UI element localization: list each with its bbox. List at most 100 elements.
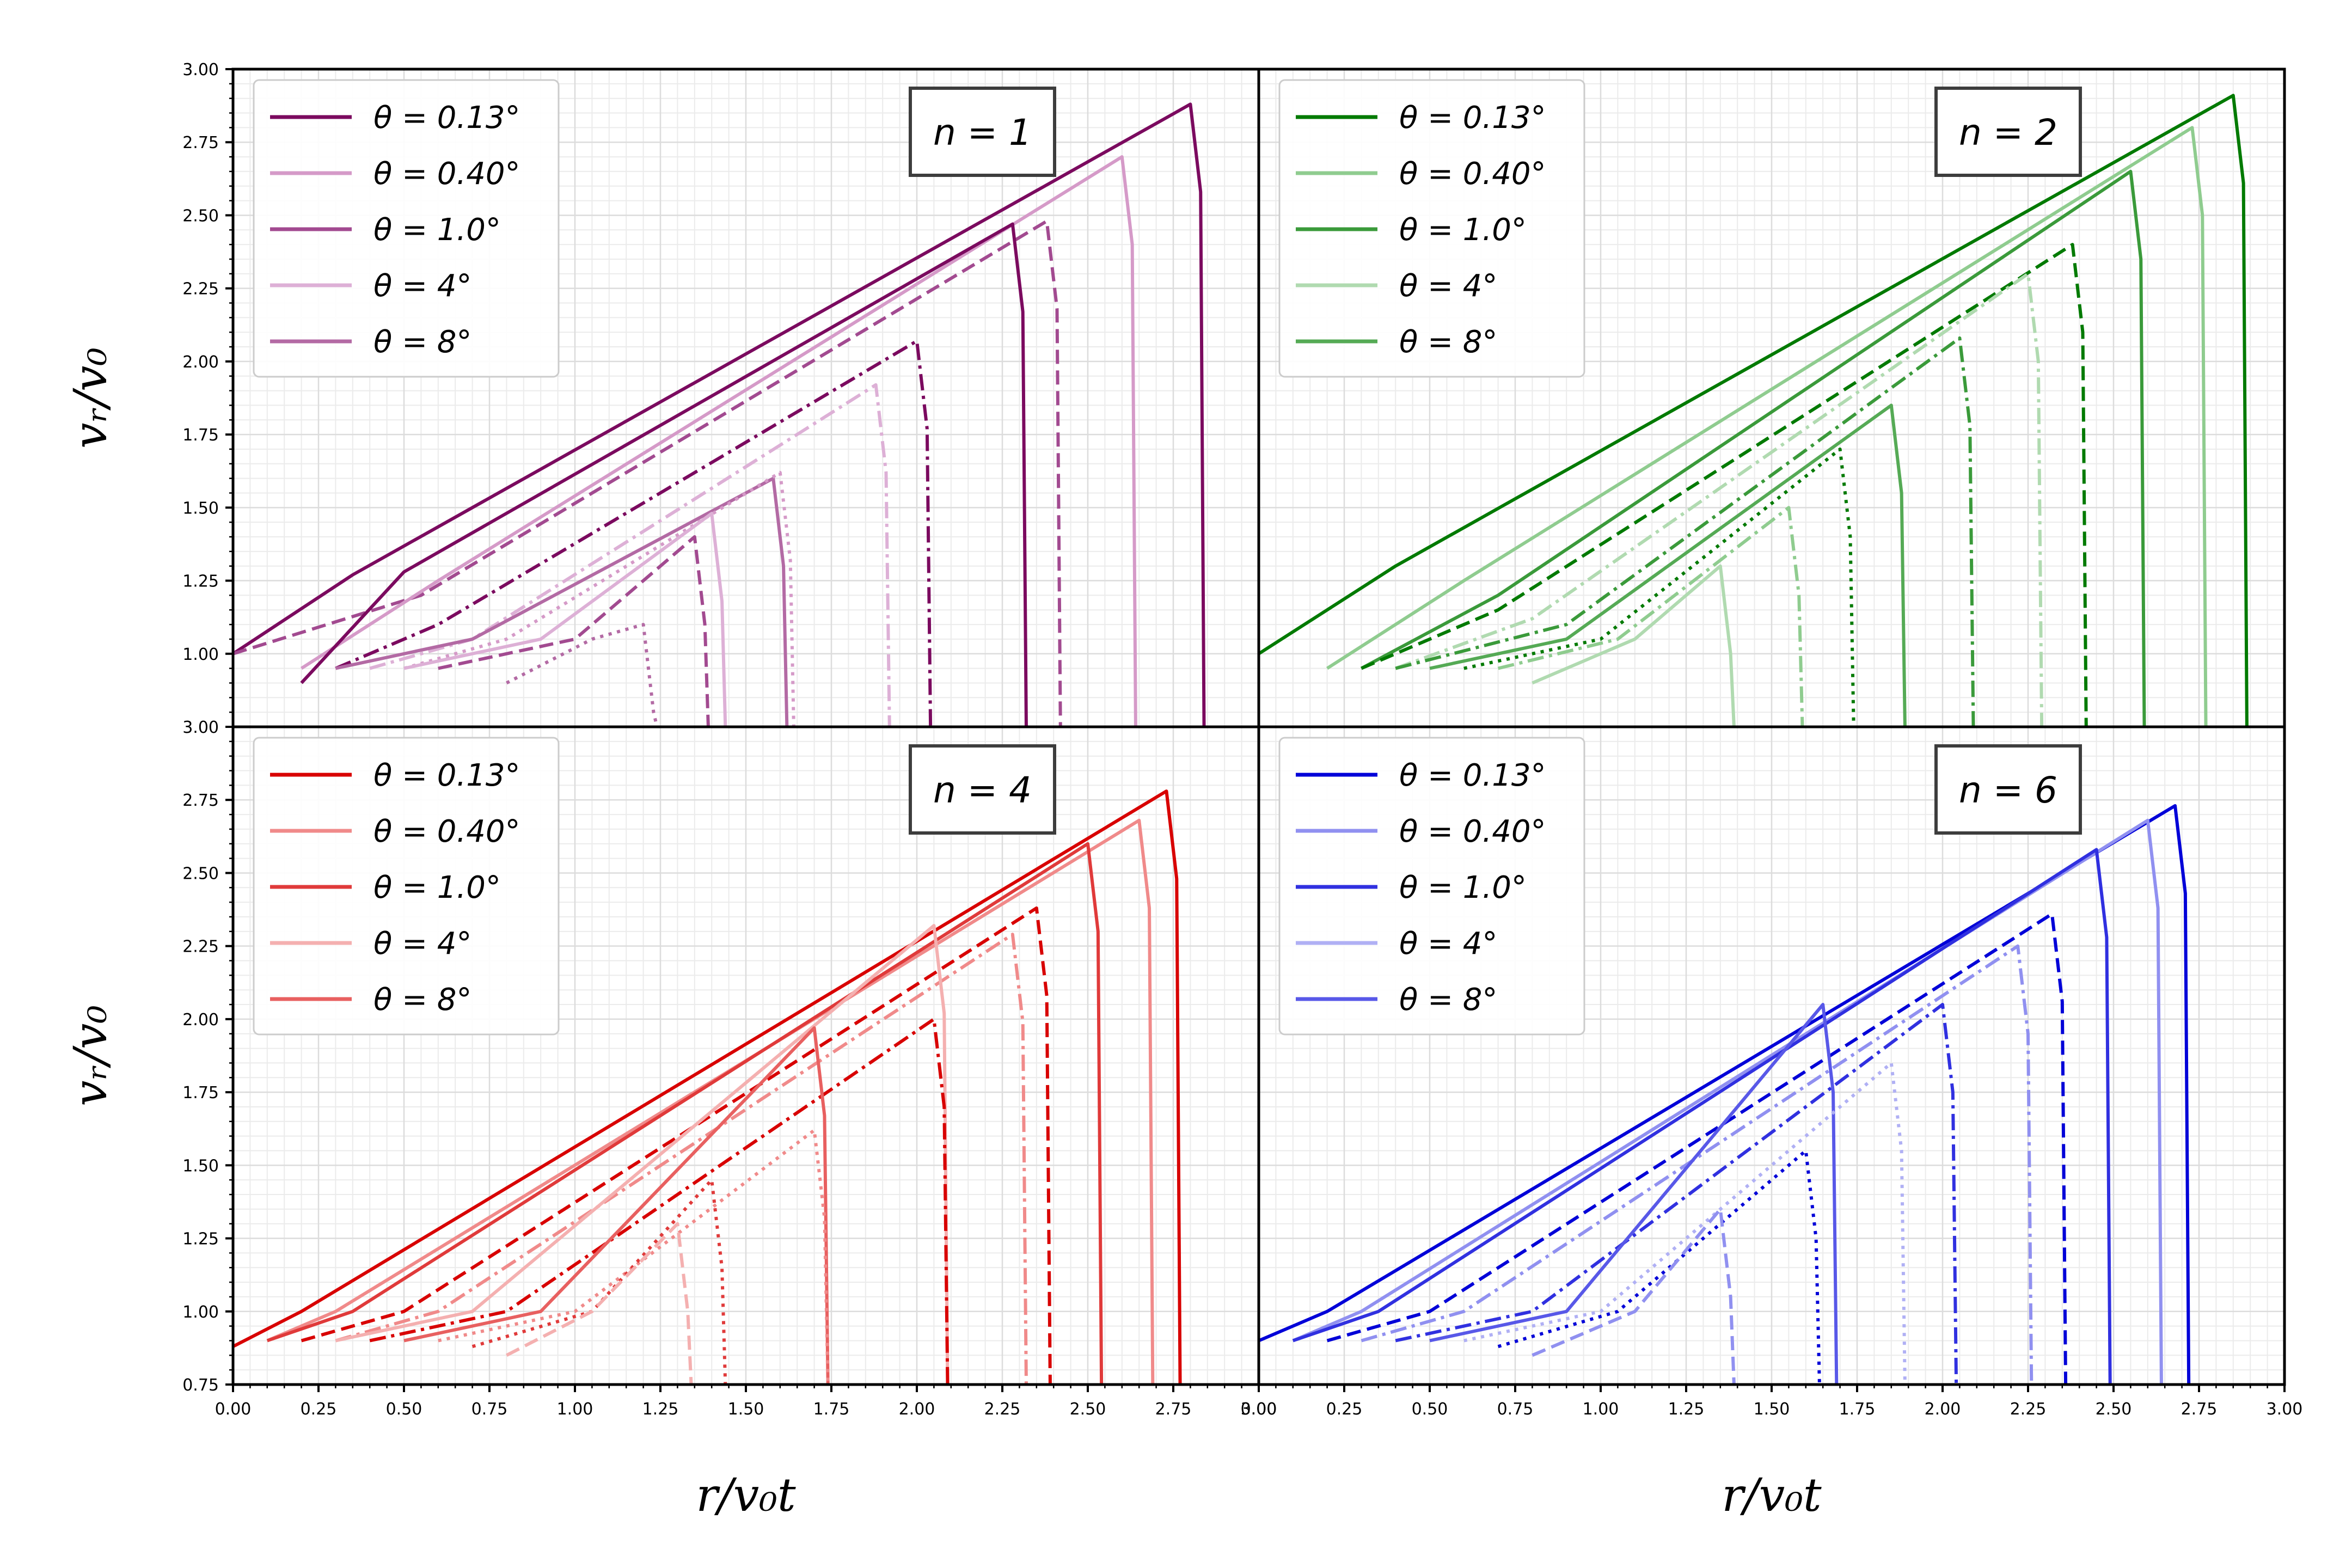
series-line <box>1429 403 1907 727</box>
panel-label: n = 6 <box>1959 769 2057 811</box>
x-tick-label: 0.75 <box>471 1400 508 1419</box>
series-line <box>1292 848 2112 1385</box>
panel-label-box <box>1934 744 2082 835</box>
panel-label: n = 1 <box>933 112 1032 154</box>
legend-label: θ = 8° <box>373 982 471 1018</box>
series-line <box>301 906 1052 1385</box>
series-line <box>335 339 933 727</box>
y-tick-label: 1.75 <box>182 426 219 445</box>
series-line <box>1429 1003 1839 1385</box>
x-tick-label: 0.75 <box>1497 1400 1534 1419</box>
legend-label: θ = 0.13° <box>373 100 520 136</box>
x-tick-label: 3.00 <box>1241 1400 1277 1419</box>
legend-label: θ = 0.40° <box>1399 814 1546 849</box>
y-tick-label: 2.50 <box>182 864 219 883</box>
x-axis-label: r/v₀t <box>696 1468 796 1522</box>
series-line <box>1326 912 2068 1385</box>
x-tick-label: 0.25 <box>301 1400 337 1419</box>
legend-box <box>1278 737 1585 1036</box>
series-line <box>369 1017 950 1385</box>
panel-label: n = 2 <box>1959 112 2057 154</box>
legend-label: θ = 1.0° <box>1399 870 1527 905</box>
legend-label: θ = 0.13° <box>1399 758 1546 793</box>
x-tick-label: 1.50 <box>728 1400 764 1419</box>
series-line <box>232 789 1182 1385</box>
series-line <box>1463 447 1855 727</box>
y-tick-label: 2.00 <box>182 1010 219 1030</box>
y-tick-label: 1.25 <box>182 572 219 591</box>
series-line <box>1360 169 2146 727</box>
legend-label: θ = 0.13° <box>1399 100 1546 136</box>
panel-2: θ = 0.13° θ = 0.40° θ = 1.0° θ = 4° θ = 8° n … <box>1257 68 2286 728</box>
legend-label: θ = 8° <box>1399 982 1497 1018</box>
x-tick-label: 0.00 <box>215 1400 252 1419</box>
legend-label: θ = 4° <box>373 926 471 961</box>
series-line <box>1258 804 2191 1385</box>
legend-label: θ = 0.40° <box>373 156 520 192</box>
x-tick-label: 1.00 <box>1583 1400 1619 1419</box>
series-line <box>506 623 659 727</box>
series-line <box>335 476 789 727</box>
panel-label-box <box>909 744 1056 835</box>
x-tick-label: 1.75 <box>1839 1400 1876 1419</box>
panel-3: 2.75 2.50 2.25 2.00 1.75 1.50 1.25 1.00 0.75 0.00… <box>182 725 1277 1419</box>
x-tick-label: 2.50 <box>1070 1400 1106 1419</box>
panel-label-box <box>1934 87 2082 177</box>
series-line <box>1395 336 1975 727</box>
x-tick-label: 1.00 <box>557 1400 593 1419</box>
x-tick-label: 1.75 <box>813 1400 850 1419</box>
y-tick-label: 1.00 <box>182 1303 219 1322</box>
x-tick-label: 0.50 <box>1412 1400 1448 1419</box>
series-line <box>232 219 1062 727</box>
panel-4: 0.00 0.25 0.50 0.75 1.00 1.25 1.50 1.75 2.00 2.25… <box>1241 725 2302 1419</box>
series-line <box>1395 272 2044 727</box>
x-tick-label: 2.00 <box>899 1400 935 1419</box>
legend: θ = 0.13° θ = 0.40° θ = 1.0° θ = 4° θ = 8° <box>1278 737 1585 1036</box>
series-line <box>506 1222 693 1385</box>
legend: θ = 0.13° θ = 0.40° θ = 1.0° θ = 4° θ = 8° <box>253 737 560 1036</box>
panel-label-box <box>909 87 1056 177</box>
y-tick-label: 1.00 <box>182 645 219 664</box>
series-line <box>1532 1207 1736 1385</box>
series-line <box>266 842 1104 1385</box>
series-line <box>403 512 727 727</box>
panel-label: n = 4 <box>933 769 1032 811</box>
legend-label: θ = 4° <box>1399 926 1497 961</box>
x-tick-label: 1.25 <box>1668 1400 1705 1419</box>
legend-label: θ = 1.0° <box>1399 212 1527 248</box>
legend-label: θ = 4° <box>373 268 471 304</box>
series-line <box>335 933 1028 1385</box>
series-line <box>438 535 710 727</box>
series-line <box>266 818 1155 1385</box>
y-tick-label: 2.75 <box>182 133 219 152</box>
legend-box <box>253 737 560 1036</box>
series-line <box>1532 564 1736 727</box>
y-tick-label: 2.00 <box>182 353 219 372</box>
y-tick-label: 1.25 <box>182 1230 219 1249</box>
series-line <box>403 1026 830 1385</box>
x-tick-label: 0.50 <box>386 1400 422 1419</box>
series-line <box>1361 944 2033 1385</box>
series-line <box>1395 1003 1958 1385</box>
series-line <box>232 102 1206 727</box>
x-tick-label: 2.25 <box>2010 1400 2047 1419</box>
series-line <box>1326 126 2208 727</box>
y-tick-label: 1.50 <box>182 499 219 518</box>
y-tick-label: 2.50 <box>182 206 219 225</box>
y-axis-label: vᵣ/v₀ <box>64 1005 117 1106</box>
series-line <box>438 1128 830 1385</box>
series-line <box>1497 506 1804 727</box>
series-line <box>369 383 891 727</box>
x-tick-label: 1.25 <box>642 1400 679 1419</box>
y-tick-label: 3.00 <box>182 718 219 737</box>
legend-box <box>1278 79 1585 378</box>
series-line <box>1361 243 2088 727</box>
y-tick-label: 2.25 <box>182 280 219 299</box>
x-tick-label: 2.25 <box>984 1400 1021 1419</box>
series-line <box>300 155 1137 727</box>
series-line <box>403 470 795 727</box>
y-tick-label: 3.00 <box>182 60 219 79</box>
legend-label: θ = 8° <box>1399 324 1497 360</box>
legend: θ = 0.13° θ = 0.40° θ = 1.0° θ = 4° θ = 8° <box>253 79 560 378</box>
